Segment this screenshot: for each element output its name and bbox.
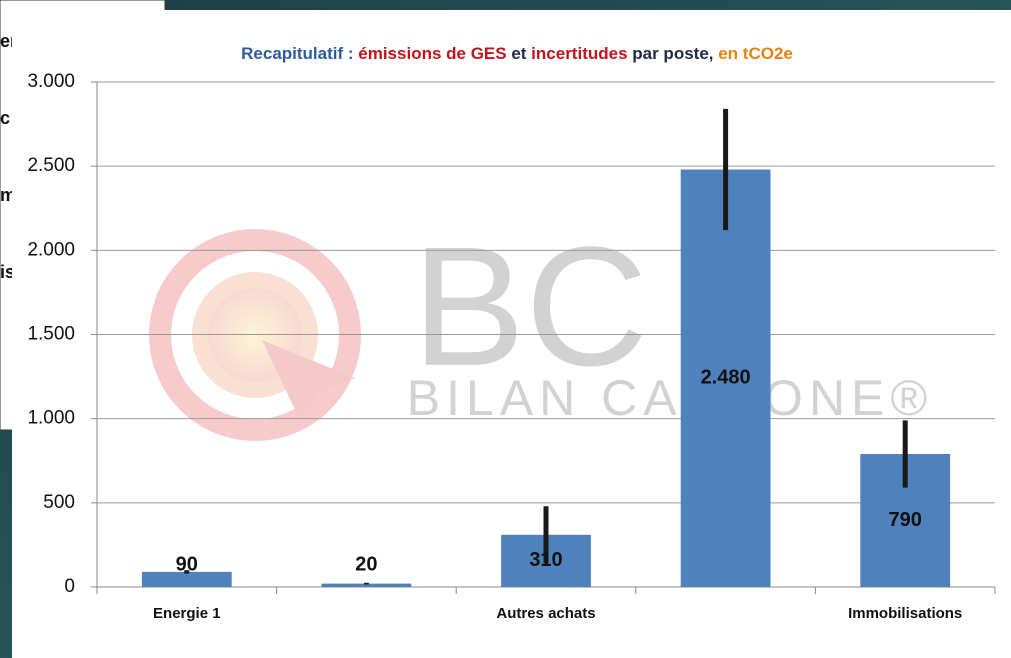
watermark-text: BILAN CARBONE® xyxy=(407,370,934,426)
y-tick-label: 2.500 xyxy=(27,155,75,176)
bar xyxy=(321,583,412,587)
background-fragment: is xyxy=(0,262,15,282)
chart-title: Recapitulatif : émissions de GES et ince… xyxy=(241,44,793,63)
bar xyxy=(141,571,232,587)
plot: 0 500 1.000 1.500 2.000 2.500 3.000 Energie 1 90… xyxy=(27,71,996,622)
title-part: par poste, xyxy=(628,44,719,63)
y-tick-label: 2.000 xyxy=(27,239,75,260)
title-part: émissions de GES xyxy=(358,44,506,63)
y-tick-label: 3.000 xyxy=(27,71,75,92)
x-tick-label: Autres achats xyxy=(496,605,595,622)
value-label: 2.480 xyxy=(701,367,751,389)
x-tick-label: Immobilisations xyxy=(848,605,962,622)
bar xyxy=(680,169,771,588)
y-tick-label: 0 xyxy=(64,576,75,597)
value-label: 310 xyxy=(529,549,562,571)
y-tick-label: 500 xyxy=(43,492,75,513)
value-label: 790 xyxy=(889,509,922,531)
y-tick-label: 1.000 xyxy=(27,408,75,429)
x-tick-label: Energie 1 xyxy=(153,605,221,622)
watermark-letters: BC xyxy=(412,212,648,402)
title-part: et xyxy=(507,44,532,63)
value-label: 90 xyxy=(176,553,198,575)
title-part: en tCO2e xyxy=(718,44,793,63)
title-part: Recapitulatif : xyxy=(241,44,358,63)
value-label: 20 xyxy=(355,553,377,575)
y-tick-label: 1.500 xyxy=(27,324,75,345)
background-fragment: c xyxy=(0,108,10,128)
title-part: incertitudes xyxy=(531,44,627,63)
